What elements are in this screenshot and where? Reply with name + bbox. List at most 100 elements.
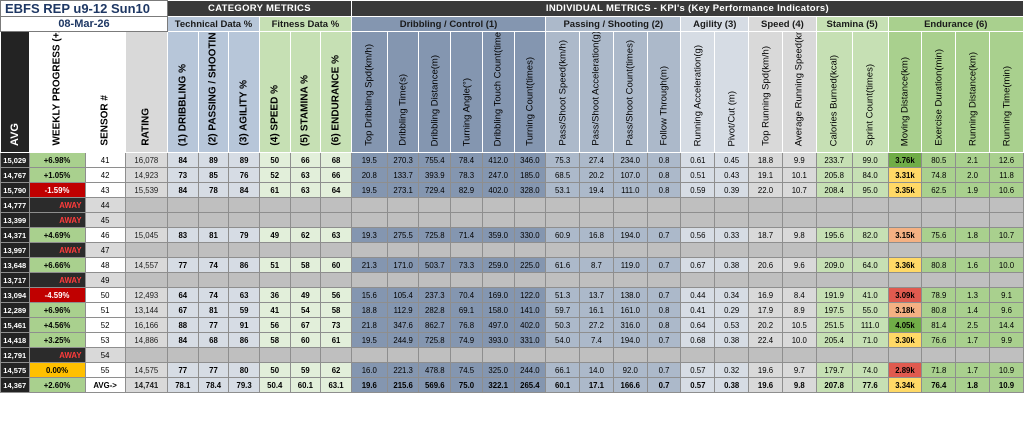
- table-row: 14,767 +1.05% 42 14,923 73 85 76 52 63 66 20.8 133.…: [0, 167, 1024, 183]
- table-row: 13,094 -4.59% 50 12,493 64 74 63 36 49 56 15.6 105.…: [0, 287, 1024, 303]
- sensor-cell: 53: [84, 332, 126, 348]
- avg-cell: 14,767: [0, 167, 30, 183]
- kpi-cell-0: [350, 272, 388, 288]
- category-cell-3: 36: [258, 287, 291, 303]
- kpi-cell-18: 1.3: [955, 287, 990, 303]
- category-header-2: (3) AGILITY %: [228, 31, 260, 153]
- kpi-cell-2: 237.3: [418, 287, 452, 303]
- kpi-cell-19: [989, 347, 1024, 363]
- kpi-cell-0: 19.6: [350, 377, 388, 393]
- kpi-cell-0: [350, 197, 388, 213]
- kpi-cell-1: [386, 242, 420, 258]
- kpi-header-10-label: Running Acceleration(g): [692, 44, 704, 146]
- avg-cell: 14,371: [0, 227, 30, 243]
- weekly-progress-cell: +4.56%: [28, 317, 86, 333]
- kpi-cell-3: 69.1: [450, 302, 483, 318]
- kpi-cell-15: [851, 197, 889, 213]
- kpi-cell-19: 10.7: [989, 227, 1024, 243]
- category-cell-3: 41: [258, 302, 291, 318]
- category-cell-4: 60.1: [289, 377, 322, 393]
- kpi-cell-2: 725.8: [418, 332, 452, 348]
- kpi-cell-5: 225.0: [513, 257, 547, 273]
- kpi-cell-13: 9.8: [781, 377, 817, 393]
- rating-cell: 14,557: [124, 257, 169, 273]
- kpi-cell-5: 244.0: [513, 362, 547, 378]
- category-cell-3: [258, 242, 291, 258]
- avg-cell: 15,790: [0, 182, 30, 198]
- kpi-cell-4: 412.0: [481, 152, 515, 168]
- kpi-header-18: Running Distance(km): [955, 31, 990, 153]
- kpi-header-0: Top Dribbling Spd(km/h): [350, 31, 388, 153]
- category-cell-2: [228, 197, 260, 213]
- table-row: 15,461 +4.56% 52 16,166 88 77 91 56 67 73 21.8 347.…: [0, 317, 1024, 333]
- kpi-cell-15: 55.0: [851, 302, 889, 318]
- kpi-cell-0: 19.5: [350, 182, 388, 198]
- category-cell-5: 73: [320, 317, 352, 333]
- kpi-cell-2: 729.4: [418, 182, 452, 198]
- category-cell-2: 91: [228, 317, 260, 333]
- weekly-progress-header-label: WEEKLY PROGRESS (+/-): [51, 31, 63, 147]
- kpi-cell-7: 16.8: [579, 227, 614, 243]
- kpi-cell-4: [481, 242, 515, 258]
- category-cell-3: 50: [258, 152, 291, 168]
- kpi-cell-13: 10.0: [781, 332, 817, 348]
- kpi-cell-10: 0.59: [680, 182, 716, 198]
- kpi-cell-14: 179.7: [815, 362, 853, 378]
- kpi-cell-18: [955, 272, 990, 288]
- kpi-cell-12: 22.0: [748, 182, 783, 198]
- category-cell-2: 76: [228, 167, 260, 183]
- kpi-cell-6: 60.9: [545, 227, 581, 243]
- table-row: 14,371 +4.69% 46 15,045 83 81 79 49 62 63 19.3 275.…: [0, 227, 1024, 243]
- kpi-cell-15: [851, 272, 889, 288]
- kpi-cell-1: 171.0: [386, 257, 420, 273]
- category-cell-4: 59: [289, 362, 322, 378]
- kpi-cell-1: [386, 197, 420, 213]
- kpi-cell-6: [545, 242, 581, 258]
- kpi-cell-6: 68.5: [545, 167, 581, 183]
- category-cell-5: [320, 242, 352, 258]
- kpi-cell-2: 282.8: [418, 302, 452, 318]
- kpi-cell-9: [646, 197, 682, 213]
- kpi-cell-11: 0.34: [714, 287, 750, 303]
- kpi-cell-0: 16.0: [350, 362, 388, 378]
- kpi-cell-1: 244.9: [386, 332, 420, 348]
- avg-cell: 15,461: [0, 317, 30, 333]
- category-cell-0: 84: [167, 332, 199, 348]
- sensor-cell: 42: [84, 167, 126, 183]
- kpi-cell-6: [545, 347, 581, 363]
- kpi-cell-8: 234.0: [612, 152, 648, 168]
- kpi-cell-11: 0.29: [714, 302, 750, 318]
- kpi-cell-2: 478.8: [418, 362, 452, 378]
- kpi-cell-13: 10.1: [781, 167, 817, 183]
- category-cell-2: [228, 242, 260, 258]
- kpi-cell-4: 325.0: [481, 362, 515, 378]
- category-cell-2: 89: [228, 152, 260, 168]
- rating-header: RATING: [124, 31, 169, 153]
- kpi-cell-15: [851, 347, 889, 363]
- kpi-cell-5: 328.0: [513, 182, 547, 198]
- kpi-cell-17: 80.8: [921, 302, 957, 318]
- kpi-cell-1: 221.3: [386, 362, 420, 378]
- category-cell-1: 77: [197, 317, 230, 333]
- category-cell-5: 63: [320, 227, 352, 243]
- kpi-cell-19: 10.9: [989, 362, 1024, 378]
- kpi-cell-1: [386, 347, 420, 363]
- rating-cell: 14,575: [124, 362, 169, 378]
- kpi-cell-4: 247.0: [481, 167, 515, 183]
- kpi-header-6-label: Pass/Shoot Speed(km/h): [557, 40, 569, 146]
- kpi-cell-6: [545, 197, 581, 213]
- avg-cell: 12,289: [0, 302, 30, 318]
- kpi-cell-9: [646, 242, 682, 258]
- kpi-cell-9: [646, 212, 682, 228]
- kpi-cell-11: 0.43: [714, 167, 750, 183]
- kpi-cell-4: 497.0: [481, 317, 515, 333]
- kpi-cell-6: [545, 212, 581, 228]
- kpi-cell-0: [350, 242, 388, 258]
- category-cell-5: 61: [320, 332, 352, 348]
- weekly-progress-cell: -4.59%: [28, 287, 86, 303]
- kpi-cell-19: 10.9: [989, 377, 1024, 393]
- kpi-cell-1: 105.4: [386, 287, 420, 303]
- rating-cell: [124, 212, 169, 228]
- kpi-cell-8: 194.0: [612, 227, 648, 243]
- kpi-cell-12: 19.1: [748, 167, 783, 183]
